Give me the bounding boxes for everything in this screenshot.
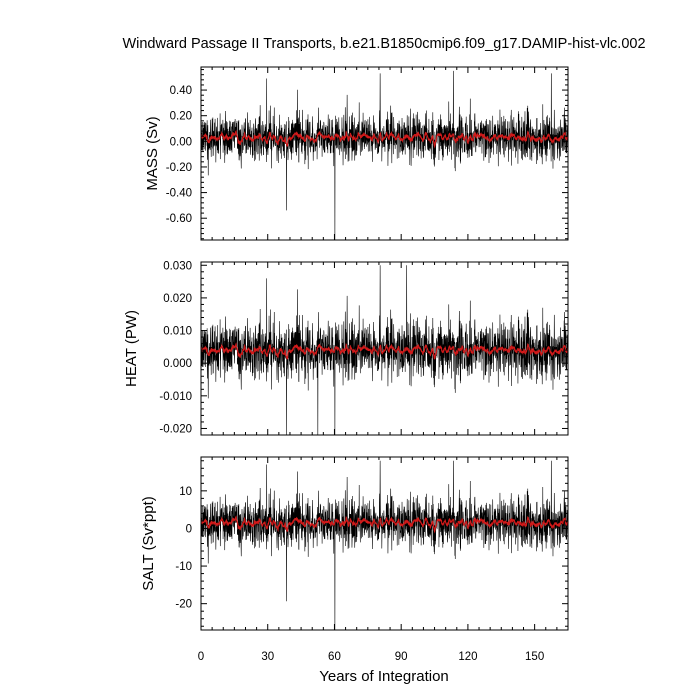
- y-axis-label: HEAT (PW): [123, 310, 140, 387]
- y-tick-label: 0.010: [163, 326, 192, 338]
- y-tick-label: 0.000: [163, 358, 192, 370]
- panel-salt: -20 -10 0 10 SALT (Sv*ppt): [140, 456, 569, 631]
- panel-heat: -0.020 -0.010 0.000 0.010 0.020 0.030 HEAT (P…: [123, 260, 569, 436]
- series-line-annual-mean: [201, 342, 568, 360]
- series-line-monthly: [201, 70, 568, 240]
- plot-frame: [200, 456, 569, 631]
- series-line-annual-mean: [201, 515, 568, 534]
- y-tick-label: 0.020: [163, 293, 192, 305]
- plot-frame: [200, 66, 569, 241]
- x-tick-labels: 0 30 60 90 120 150: [198, 651, 544, 663]
- y-tick-label: -0.010: [159, 391, 192, 403]
- x-tick-label: 30: [261, 651, 274, 663]
- y-tick-label: 0.40: [170, 85, 192, 97]
- y-tick-label: 0.030: [163, 260, 192, 272]
- y-tick-label: -0.60: [166, 213, 192, 225]
- x-axis-label: Years of Integration: [319, 668, 449, 685]
- y-axis-label: MASS (Sv): [144, 116, 161, 190]
- series-line-annual-mean: [201, 129, 568, 149]
- chart-title: Windward Passage II Transports, b.e21.B1…: [122, 36, 645, 52]
- plot-frame: [200, 261, 569, 436]
- x-tick-label: 60: [328, 651, 341, 663]
- y-tick-label: -20: [175, 599, 192, 611]
- y-tick-label: -0.20: [166, 162, 192, 174]
- x-tick-label: 120: [458, 651, 477, 663]
- y-tick-label: -0.40: [166, 188, 192, 200]
- y-tick-label: 10: [179, 486, 192, 498]
- x-tick-label: 90: [395, 651, 408, 663]
- y-tick-label: 0.00: [170, 136, 192, 148]
- panel-mass: -0.60 -0.40 -0.20 0.00 0.20 0.40 MASS (Sv): [144, 66, 569, 241]
- y-tick-label: -10: [175, 561, 192, 573]
- y-tick-label: 0.20: [170, 111, 192, 123]
- x-tick-label: 150: [525, 651, 544, 663]
- y-axis-label: SALT (Sv*ppt): [140, 496, 157, 590]
- y-tick-label: 0: [186, 523, 192, 535]
- x-tick-label: 0: [198, 651, 204, 663]
- series-line-monthly: [201, 460, 568, 630]
- y-tick-label: -0.020: [159, 423, 192, 435]
